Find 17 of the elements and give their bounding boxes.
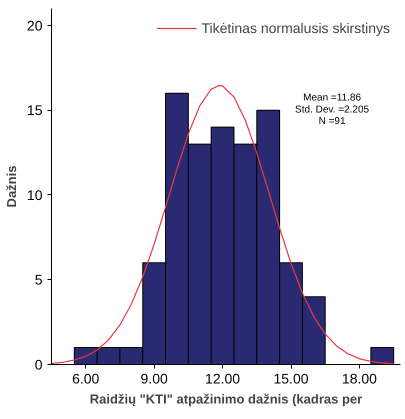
x-tick-label: 12.00 [205, 370, 240, 386]
y-tick-label: 15 [26, 102, 43, 118]
annotation: Std. Dev. =2.205 [295, 104, 370, 116]
y-axis-title: Dažnis [4, 166, 19, 208]
y-tick-label: 10 [26, 186, 43, 203]
legend-label: Tikėtinas normalusis skirstinys [201, 20, 390, 36]
x-tick-label: 15.00 [273, 370, 309, 386]
x-axis-title: Raidžių "KTI" atpažinimo dažnis (kadras per [90, 392, 362, 406]
line-series [52, 84, 394, 364]
annotation: Mean =11.86 [303, 92, 362, 104]
y-tick-label: 5 [34, 272, 43, 288]
y-tick-label: 0 [34, 356, 43, 372]
x-tick-label: 6.00 [72, 370, 100, 386]
annotation: N =91 [318, 116, 346, 128]
x-tick-label: 9.00 [140, 370, 168, 386]
x-tick-label: 18.00 [342, 370, 378, 386]
y-tick-label: 20 [26, 17, 43, 34]
